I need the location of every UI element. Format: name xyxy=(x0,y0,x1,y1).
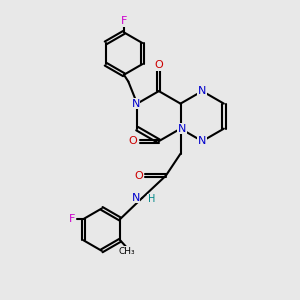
Text: F: F xyxy=(69,214,75,224)
Text: N: N xyxy=(131,99,140,109)
Text: O: O xyxy=(129,136,138,146)
Text: O: O xyxy=(134,171,143,181)
Text: N: N xyxy=(178,124,186,134)
Text: H: H xyxy=(148,194,155,204)
Text: F: F xyxy=(121,16,127,26)
Text: N: N xyxy=(198,86,206,96)
Text: O: O xyxy=(154,60,163,70)
Text: N: N xyxy=(131,193,140,203)
Text: N: N xyxy=(198,136,206,146)
Text: CH₃: CH₃ xyxy=(118,247,135,256)
